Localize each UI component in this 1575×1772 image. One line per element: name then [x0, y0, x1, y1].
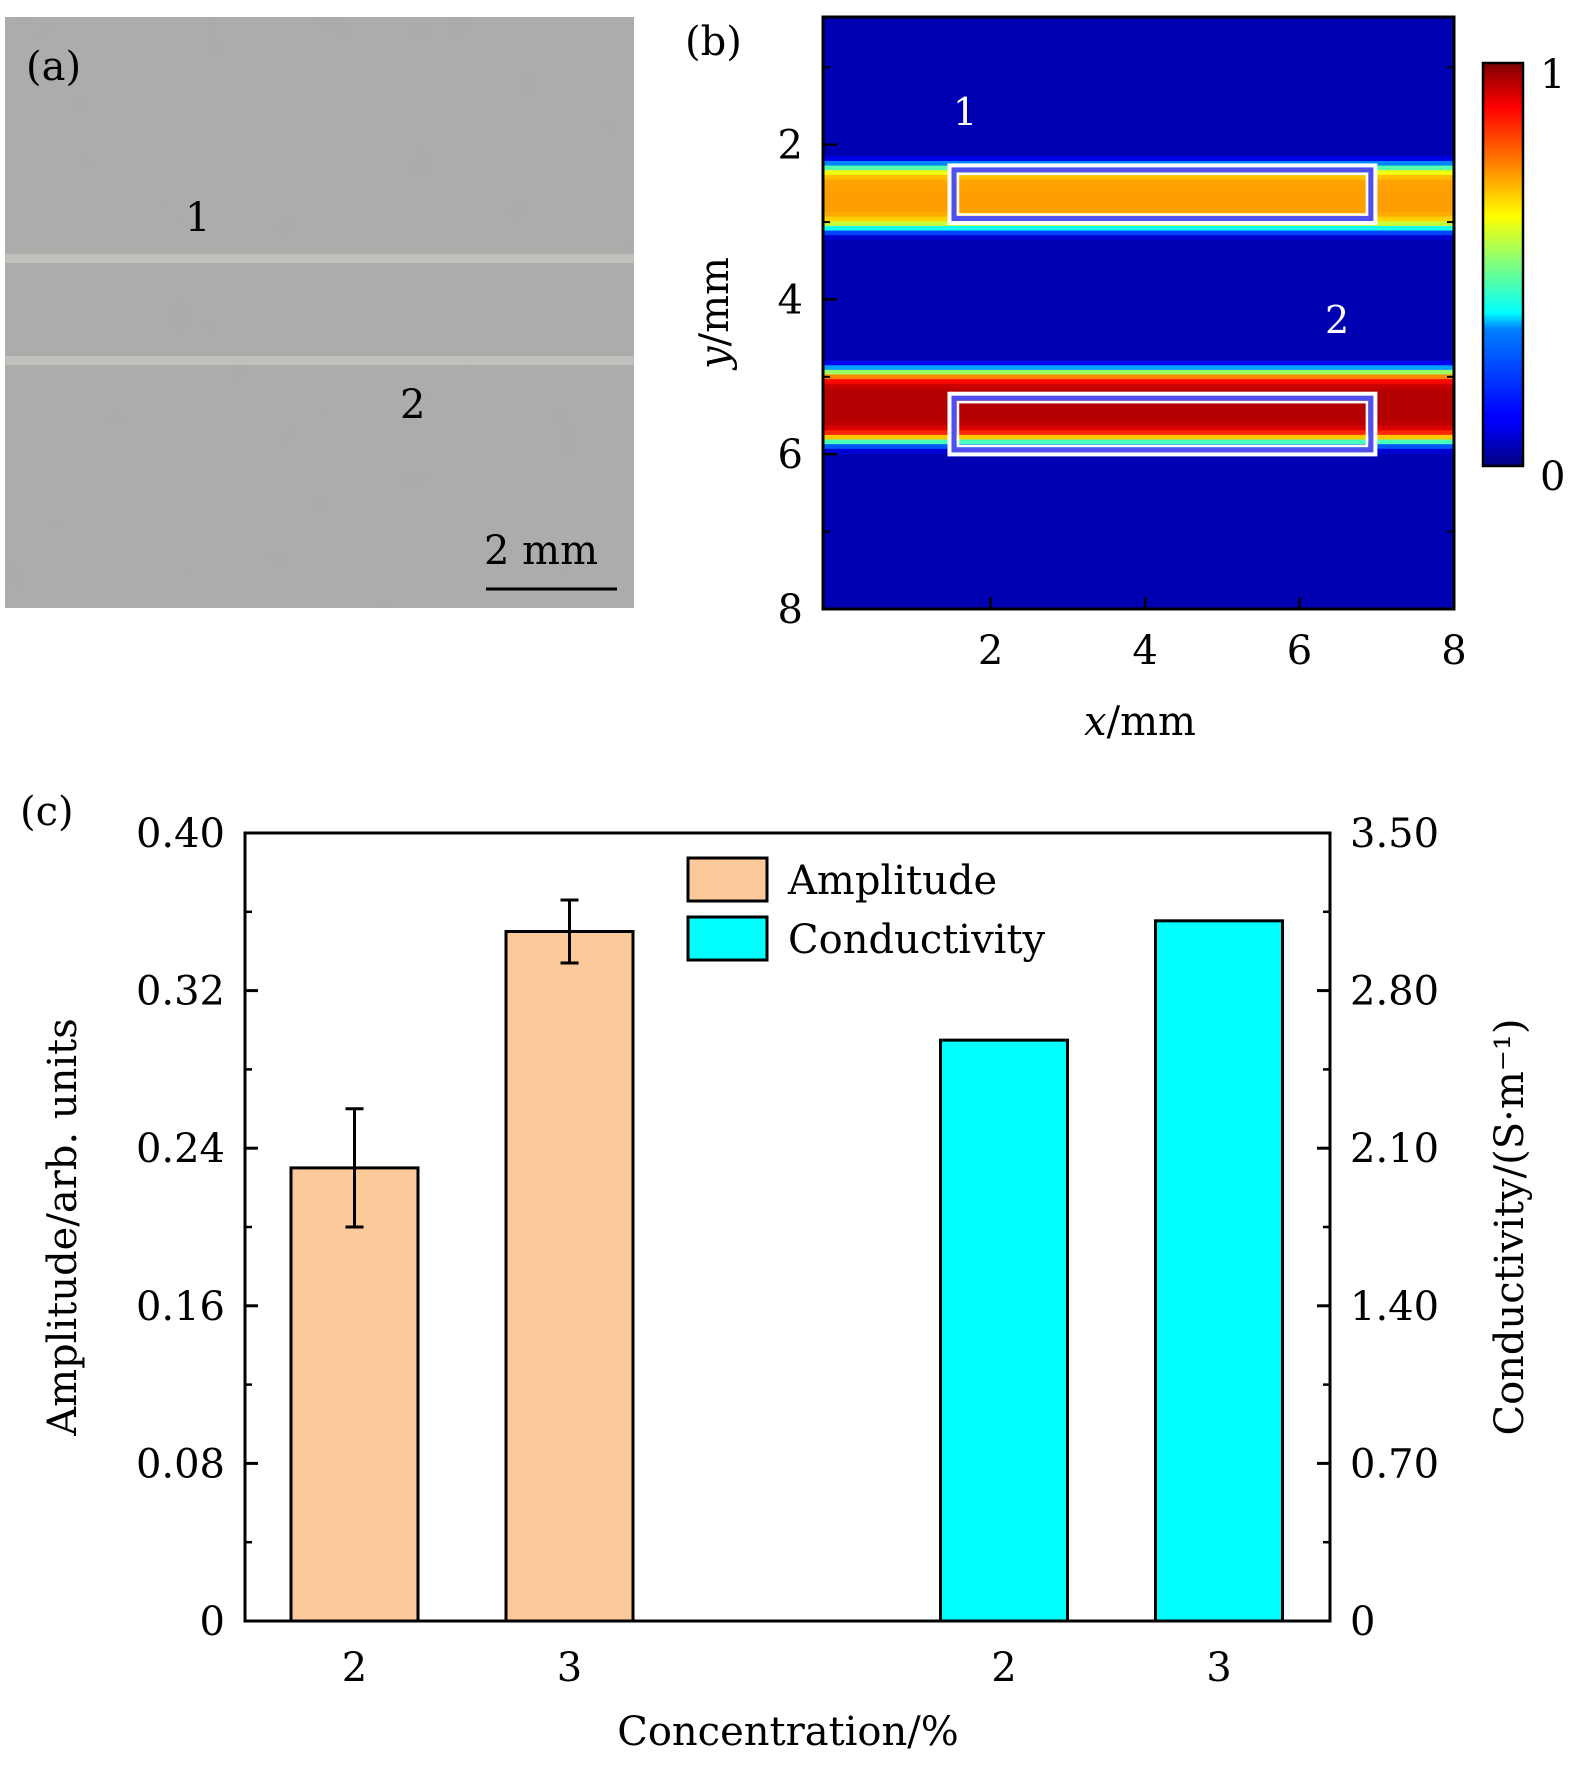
right-tick-label: 3.50 — [1350, 811, 1439, 857]
right-tick-label: 2.80 — [1350, 969, 1439, 1015]
panel-b: (b) 1 2 2 4 6 8 2 4 6 8 x/mm y/mm 1 0 — [685, 15, 1565, 745]
y-tick-label: 6 — [778, 432, 803, 478]
heatmap-row — [823, 388, 1454, 394]
heatmap-row — [823, 425, 1454, 431]
panel-c: (c) 2 3 2 3 0 0.08 0.16 0.24 0.32 0.40 0 0.70 1.40 2.… — [20, 789, 1533, 1755]
heatmap-x-axis-label: x/mm — [1084, 699, 1196, 745]
bar-conductivity-2 — [939, 1038, 1069, 1623]
heatmap-row — [823, 365, 1454, 371]
heatmap — [823, 17, 1454, 609]
heatmap-row — [823, 430, 1454, 436]
bars — [289, 898, 1284, 1623]
right-tick-label: 1.40 — [1350, 1284, 1439, 1330]
left-tick-label: 0.16 — [136, 1284, 225, 1330]
heatmap-row — [823, 411, 1454, 417]
panel-a: (a) 1 2 2 mm — [5, 17, 634, 608]
legend-label-amplitude: Amplitude — [787, 858, 997, 904]
bar-chart-left-axis-label: Amplitude/arb. units — [40, 1018, 86, 1437]
box-2-inner — [956, 400, 1369, 448]
colorbar — [1481, 61, 1525, 468]
category-label: 2 — [342, 1645, 367, 1691]
left-tick-label: 0.08 — [136, 1441, 225, 1487]
heatmap-row — [823, 235, 1454, 241]
left-tick-label: 0.24 — [136, 1126, 225, 1172]
heatmap-row — [823, 188, 1454, 195]
photo-line-label-1: 1 — [185, 195, 210, 241]
heatmap-row — [823, 179, 1454, 185]
photo-texture — [5, 17, 634, 608]
colorbar-min-label: 0 — [1540, 454, 1565, 500]
heatmap-row — [823, 193, 1454, 199]
x-tick-label: 8 — [1441, 628, 1466, 674]
legend-label-conductivity: Conductivity — [788, 917, 1046, 963]
heatmap-row — [823, 230, 1454, 236]
bar-amplitude-2 — [289, 1166, 420, 1623]
panel-b-label: (b) — [685, 19, 742, 65]
heatmap-y-axis-label: y/mm — [692, 257, 738, 371]
photo-printed-line-1 — [5, 254, 634, 263]
left-tick-label: 0 — [200, 1599, 225, 1645]
y-tick-label: 2 — [778, 123, 803, 169]
bar-amplitude-3 — [504, 930, 635, 1623]
heatmap-row — [823, 434, 1454, 441]
heatmap-row — [823, 202, 1454, 208]
right-tick-label: 0.70 — [1350, 1441, 1439, 1487]
category-label: 3 — [557, 1645, 582, 1691]
heatmap-row — [823, 374, 1454, 380]
y-tick-label: 8 — [778, 587, 803, 633]
heatmap-frame — [821, 15, 1456, 611]
heatmap-ticks: 2 4 6 8 2 4 6 8 — [778, 66, 1467, 674]
y-tick-label: 4 — [778, 277, 803, 323]
legend-swatch-amplitude — [686, 856, 769, 903]
heatmap-row — [823, 420, 1454, 427]
panel-c-label: (c) — [20, 789, 74, 835]
y-unit: /mm — [692, 257, 738, 346]
x-unit: /mm — [1107, 699, 1196, 745]
x-tick-label: 4 — [1132, 628, 1157, 674]
heatmap-row — [823, 225, 1454, 232]
heatmap-row — [823, 379, 1454, 385]
category-label: 3 — [1206, 1645, 1231, 1691]
heatmap-row — [823, 383, 1454, 390]
heatmap-row — [823, 407, 1454, 413]
right-tick-label: 2.10 — [1350, 1126, 1439, 1172]
category-label: 2 — [991, 1645, 1016, 1691]
legend-swatch-conductivity — [686, 915, 769, 962]
heatmap-row — [823, 198, 1454, 204]
left-tick-label: 0.32 — [136, 969, 225, 1015]
heatmap-background — [823, 17, 1454, 609]
bar-conductivity-3 — [1154, 919, 1284, 1623]
heatmap-row — [823, 360, 1454, 366]
heatmap-row — [823, 184, 1454, 190]
heatmap-row — [823, 207, 1454, 213]
heatmap-row — [823, 156, 1454, 162]
left-tick-label: 0.40 — [136, 811, 225, 857]
box-2 — [951, 395, 1374, 453]
bar-chart-right-axis-label: Conductivity/(S·m⁻¹) — [1487, 1018, 1533, 1435]
heatmap-row — [823, 416, 1454, 422]
box-1 — [951, 167, 1374, 222]
x-tick-label: 6 — [1287, 628, 1312, 674]
heatmap-line-label-1: 1 — [953, 90, 977, 134]
box-1-inner — [956, 172, 1369, 216]
scale-bar-label: 2 mm — [484, 528, 598, 574]
x-var: x — [1084, 699, 1107, 745]
heatmap-line-label-2: 2 — [1325, 298, 1349, 342]
photo-printed-line-2 — [5, 356, 634, 365]
heatmap-row — [823, 402, 1454, 408]
roi-boxes — [947, 163, 1378, 457]
bar-chart-x-axis-label: Concentration/% — [617, 1709, 959, 1755]
x-tick-label: 2 — [978, 628, 1003, 674]
y-var: y — [692, 345, 738, 371]
right-tick-label: 0 — [1350, 1599, 1375, 1645]
bar-chart-ticks: 2 3 2 3 0 0.08 0.16 0.24 0.32 0.40 0 0.70 1.40 2.10 2.… — [136, 811, 1439, 1691]
colorbar-max-label: 1 — [1540, 52, 1565, 98]
legend: Amplitude Conductivity — [686, 856, 1046, 963]
heatmap-row — [823, 369, 1454, 376]
panel-a-label: (a) — [26, 44, 81, 90]
heatmap-row — [823, 174, 1454, 181]
heatmap-row — [823, 439, 1454, 445]
photo-line-label-2: 2 — [400, 382, 425, 428]
